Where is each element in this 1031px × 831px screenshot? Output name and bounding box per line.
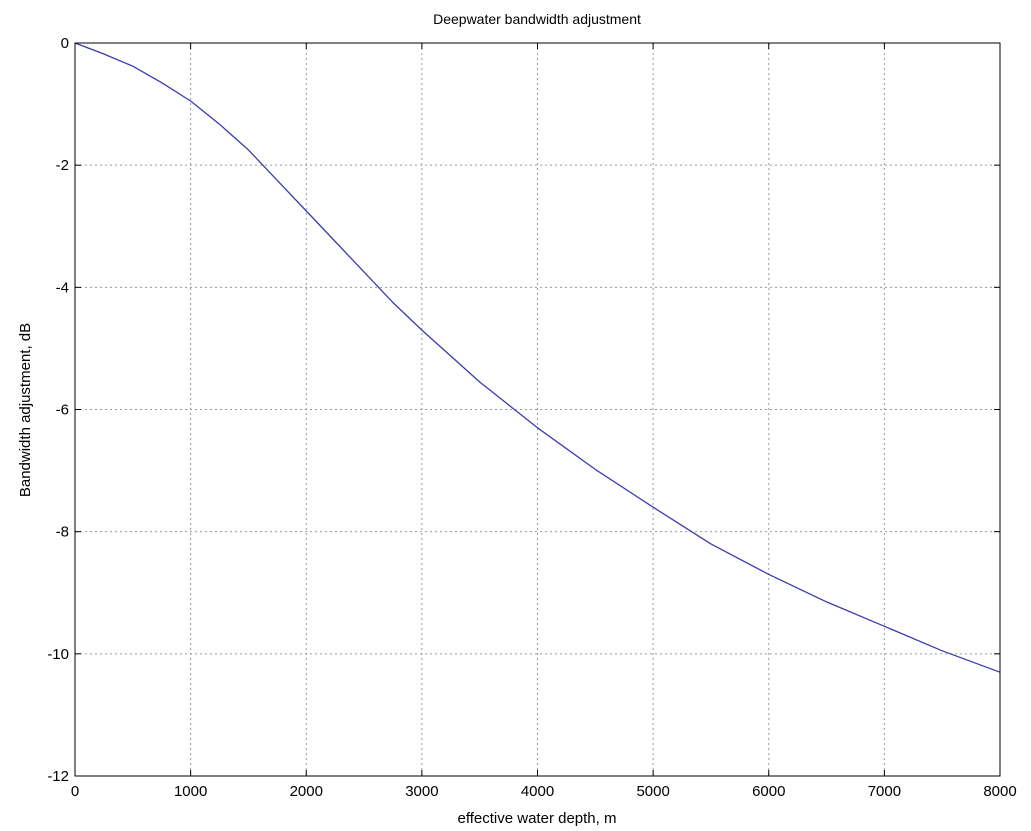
y-tick-label: -10 — [47, 646, 69, 663]
series-line — [74, 42, 1001, 673]
x-tick-label: 3000 — [405, 783, 438, 800]
y-tick-label: -6 — [56, 402, 69, 419]
tick-labels: 0 1000 2000 3000 4000 5000 6000 7000 8000 0 -2 -4 -6… — [47, 35, 1016, 800]
x-tick-label: 2000 — [290, 783, 323, 800]
x-tick-label: 5000 — [636, 783, 669, 800]
y-tick-label: 0 — [61, 35, 69, 52]
y-axis-label: Bandwidth adjustment, dB — [17, 323, 34, 497]
x-tick-label: 1000 — [174, 783, 207, 800]
y-tick-label: -2 — [56, 157, 69, 174]
x-tick-label: 0 — [71, 783, 79, 800]
x-tick-label: 7000 — [868, 783, 901, 800]
x-axis-label: effective water depth, m — [458, 810, 617, 827]
x-tick-label: 4000 — [521, 783, 554, 800]
plot-frame — [74, 42, 1001, 777]
chart-title: Deepwater bandwidth adjustment — [433, 11, 641, 27]
y-tick-label: -4 — [56, 279, 69, 296]
x-tick-label: 6000 — [752, 783, 785, 800]
y-tick-label: -12 — [47, 768, 69, 785]
grid-lines — [75, 43, 1000, 776]
x-tick-label: 8000 — [983, 783, 1016, 800]
y-tick-label: -8 — [56, 524, 69, 541]
series-layer — [74, 42, 1001, 673]
